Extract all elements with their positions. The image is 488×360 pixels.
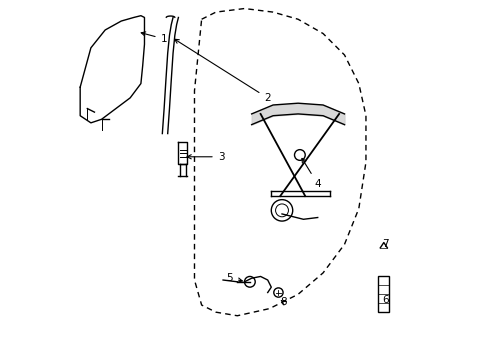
Text: 5: 5	[226, 273, 242, 283]
Text: 6: 6	[381, 295, 388, 305]
Text: 4: 4	[302, 158, 320, 189]
Text: 8: 8	[280, 297, 286, 307]
Text: 1: 1	[141, 32, 167, 44]
Text: 2: 2	[174, 39, 270, 103]
Text: 3: 3	[187, 152, 224, 162]
Text: 7: 7	[381, 239, 388, 249]
